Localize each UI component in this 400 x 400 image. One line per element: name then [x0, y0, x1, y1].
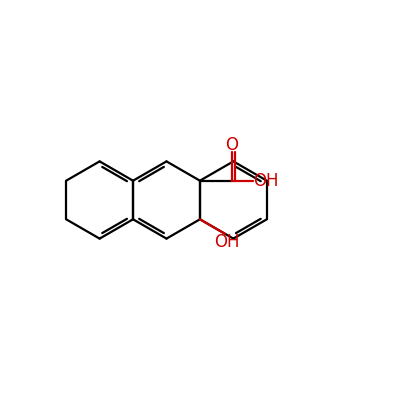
- Text: OH: OH: [254, 172, 279, 190]
- Text: OH: OH: [214, 233, 240, 251]
- Text: O: O: [225, 136, 238, 154]
